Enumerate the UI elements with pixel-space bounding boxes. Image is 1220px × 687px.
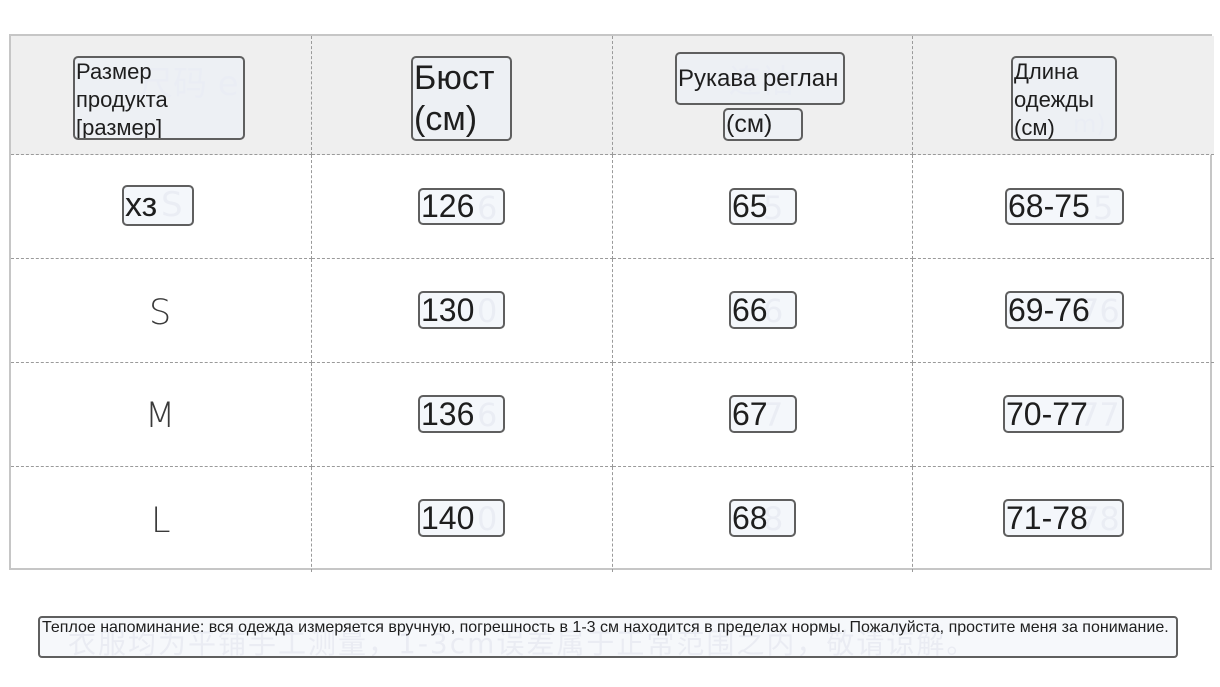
header-cell-bust: Бюст (см) <box>312 36 613 155</box>
header-label-bust: Бюст (см) <box>411 56 512 141</box>
sleeve-cell: 7 67 <box>613 363 913 467</box>
sleeve-cell: 6 66 <box>613 259 913 363</box>
size-label: L <box>151 501 171 541</box>
header-cell-size: 尺码 e Размер продукта [размер] <box>11 36 312 155</box>
size-table: 尺码 e Размер продукта [размер] Бюст (см) … <box>9 34 1214 572</box>
size-label: хз <box>122 185 194 226</box>
size-cell: L <box>11 467 312 572</box>
bust-value: 140 <box>418 499 505 537</box>
bust-cell: 6 136 <box>312 363 613 467</box>
sleeve-cell: 5 65 <box>613 155 913 259</box>
length-cell: 76 69-76 <box>913 259 1214 363</box>
header-cell-sleeve: 连袖 Рукава реглан (см) <box>613 36 913 155</box>
note-ghost-text: 衣服均为平铺手工测量，1-3cm误差属于正常范围之内，敬请谅解。 <box>68 627 977 660</box>
sleeve-value: 68 <box>729 499 796 537</box>
length-value: 69-76 <box>1005 291 1124 329</box>
length-cell: 77 70-77 <box>913 363 1214 467</box>
sleeve-value: 65 <box>729 188 797 225</box>
length-cell: 78 71-78 <box>913 467 1214 572</box>
size-label: M <box>145 396 176 436</box>
sleeve-value: 67 <box>729 395 797 433</box>
header-label-size: Размер продукта [размер] <box>73 56 245 140</box>
header-label-length: Длина одежды (см) <box>1011 56 1117 141</box>
sleeve-cell: 8 68 <box>613 467 913 572</box>
size-cell: S хз <box>11 155 312 259</box>
bust-value: 126 <box>418 188 505 225</box>
bust-value: 136 <box>418 395 505 433</box>
header-cell-length: m) Длина одежды (см) <box>913 36 1214 155</box>
sleeve-value: 66 <box>729 291 797 329</box>
bust-cell: 0 130 <box>312 259 613 363</box>
size-cell: M <box>11 363 312 467</box>
header-label-sleeve: Рукава реглан <box>675 52 845 105</box>
bust-cell: 6 126 <box>312 155 613 259</box>
length-cell: 5 68-75 <box>913 155 1214 259</box>
bust-value: 130 <box>418 291 505 329</box>
length-value: 71-78 <box>1003 499 1124 537</box>
length-value: 68-75 <box>1005 188 1124 225</box>
bust-cell: 0 140 <box>312 467 613 572</box>
size-label: S <box>149 293 172 333</box>
length-value: 70-77 <box>1003 395 1124 433</box>
header-label-sleeve-unit: (см) <box>723 108 803 141</box>
size-cell: S <box>11 259 312 363</box>
warm-reminder-note: Теплое напоминание: вся одежда измеряетс… <box>38 616 1178 658</box>
